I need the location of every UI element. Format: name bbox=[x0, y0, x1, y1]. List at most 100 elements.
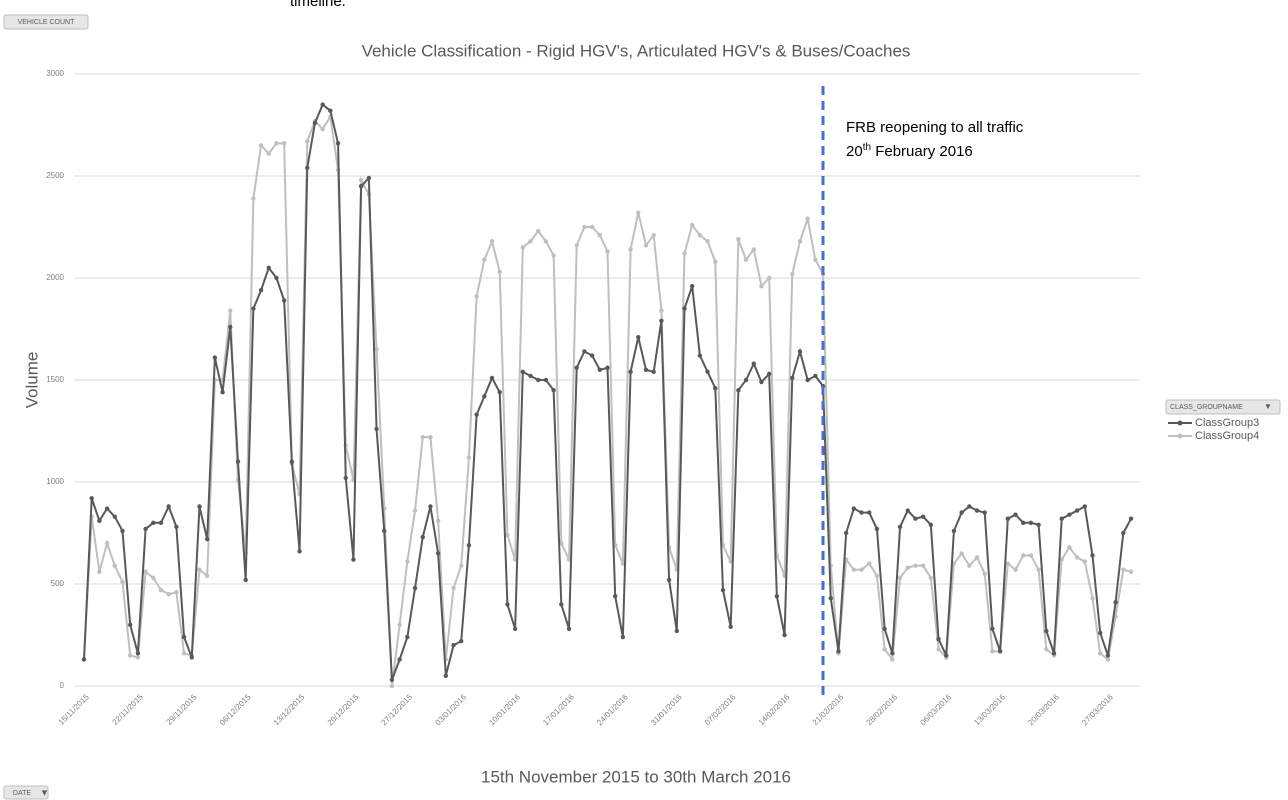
data-point bbox=[435, 551, 441, 556]
data-point bbox=[974, 508, 980, 513]
data-point bbox=[466, 543, 472, 548]
data-point bbox=[682, 306, 687, 311]
data-point bbox=[651, 369, 656, 375]
data-point bbox=[1067, 512, 1072, 517]
data-point bbox=[851, 506, 857, 511]
data-point bbox=[713, 385, 718, 391]
vehicle-button[interactable] bbox=[3, 14, 89, 30]
data-point bbox=[1044, 647, 1049, 652]
data-point bbox=[1013, 512, 1018, 517]
filter-icon[interactable]: ▼ bbox=[1264, 402, 1272, 411]
data-point bbox=[805, 377, 810, 383]
data-point bbox=[859, 567, 864, 572]
x-tick-label: 15/11/2015 bbox=[57, 692, 92, 727]
data-point bbox=[643, 243, 649, 248]
data-point bbox=[420, 534, 425, 540]
data-point bbox=[305, 165, 310, 171]
data-point bbox=[366, 175, 372, 181]
data-point bbox=[112, 514, 117, 519]
data-point bbox=[405, 634, 410, 640]
data-point bbox=[736, 237, 741, 242]
data-point bbox=[505, 602, 510, 607]
data-point bbox=[1121, 530, 1126, 536]
data-point bbox=[204, 536, 210, 542]
series-line bbox=[83, 102, 1132, 681]
data-point bbox=[967, 504, 972, 509]
data-point bbox=[905, 565, 910, 570]
data-point bbox=[174, 524, 179, 530]
data-point bbox=[990, 626, 995, 632]
data-point bbox=[1021, 553, 1026, 558]
data-point bbox=[843, 530, 849, 536]
data-point bbox=[790, 271, 795, 277]
data-point bbox=[836, 649, 841, 654]
data-point bbox=[813, 373, 818, 379]
filter-icon[interactable]: ▼ bbox=[40, 787, 49, 797]
data-point bbox=[489, 239, 495, 244]
data-point bbox=[936, 647, 941, 652]
data-point bbox=[97, 569, 102, 574]
data-point bbox=[1105, 657, 1111, 662]
data-point bbox=[920, 563, 926, 568]
data-point bbox=[151, 520, 156, 525]
data-point bbox=[1074, 508, 1080, 513]
data-point bbox=[982, 571, 987, 576]
data-point bbox=[1044, 628, 1049, 634]
vehicle-button-label: VEHICLE COUNT bbox=[18, 19, 76, 26]
data-point bbox=[1090, 596, 1095, 601]
data-point bbox=[582, 224, 587, 230]
data-point bbox=[1028, 553, 1034, 558]
chart-title: Vehicle Classification - Rigid HGV's, Ar… bbox=[362, 41, 911, 60]
data-point bbox=[543, 377, 549, 383]
data-point bbox=[874, 526, 880, 532]
data-point bbox=[882, 626, 887, 632]
data-point bbox=[1005, 561, 1011, 566]
legend-label: ClassGroup3 bbox=[1195, 417, 1259, 429]
data-point bbox=[851, 567, 857, 572]
data-point bbox=[743, 377, 749, 383]
data-point bbox=[982, 510, 987, 515]
data-point bbox=[158, 520, 164, 525]
data-point bbox=[505, 532, 510, 538]
data-point bbox=[728, 624, 733, 630]
data-point bbox=[759, 283, 764, 289]
data-point bbox=[928, 522, 934, 528]
x-tick-label: 03/01/2016 bbox=[433, 692, 468, 727]
annotation-suffix: th bbox=[863, 142, 871, 153]
data-point bbox=[220, 390, 225, 395]
data-point bbox=[1036, 567, 1041, 572]
data-point bbox=[636, 210, 641, 215]
data-point bbox=[1059, 516, 1064, 521]
data-point bbox=[428, 434, 433, 440]
data-point bbox=[181, 634, 187, 640]
date-button[interactable] bbox=[3, 785, 49, 800]
y-tick-label: 500 bbox=[51, 579, 65, 588]
x-tick-label: 29/11/2015 bbox=[164, 692, 199, 727]
data-point bbox=[666, 577, 672, 583]
annotation-day: 20 bbox=[846, 143, 863, 160]
data-point bbox=[266, 151, 271, 156]
data-point bbox=[289, 459, 295, 464]
data-point bbox=[867, 510, 872, 515]
data-point bbox=[913, 563, 918, 568]
data-point bbox=[751, 247, 756, 252]
data-point bbox=[204, 573, 210, 579]
data-point bbox=[81, 657, 87, 662]
data-point bbox=[1028, 520, 1034, 525]
data-point bbox=[566, 626, 572, 632]
data-point bbox=[790, 375, 795, 381]
data-point bbox=[520, 245, 526, 250]
data-point bbox=[104, 541, 110, 546]
data-point bbox=[682, 251, 687, 256]
x-tick-label: 20/03/2016 bbox=[1026, 692, 1061, 727]
data-point bbox=[536, 377, 541, 383]
data-point bbox=[328, 108, 333, 113]
data-point bbox=[528, 373, 533, 379]
data-point bbox=[251, 306, 256, 311]
data-point bbox=[959, 551, 964, 556]
data-point bbox=[104, 506, 110, 511]
data-point bbox=[459, 563, 464, 568]
data-point bbox=[120, 579, 125, 585]
legend-button[interactable] bbox=[1165, 399, 1281, 415]
